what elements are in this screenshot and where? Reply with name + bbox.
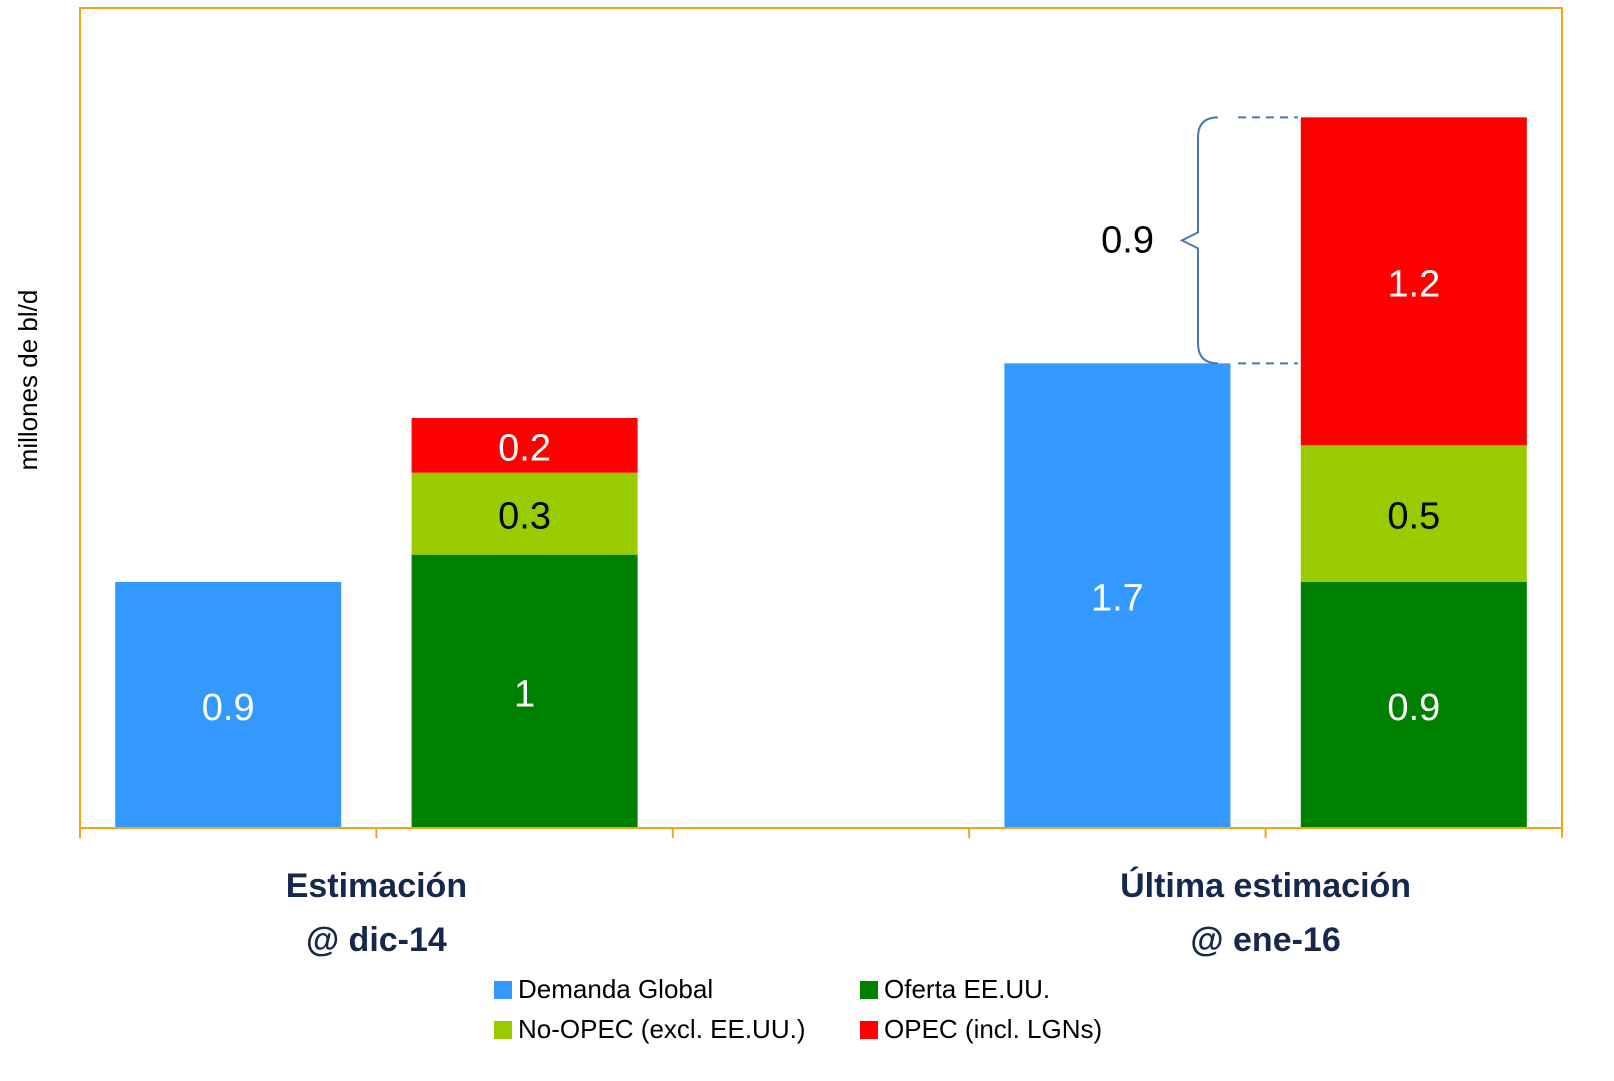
data-label: 0.3 [498,496,551,538]
data-label: 0.9 [202,687,255,729]
data-label: 1.7 [1091,578,1144,620]
bar-segment [1004,363,1231,828]
bar-segment [411,418,638,473]
data-label: 1 [514,673,535,715]
x-category-label: Estimación [286,867,467,905]
bar-segment [411,472,638,555]
y-axis-label: millones de bl/d [13,290,43,471]
data-label: 0.2 [498,427,551,469]
legend-label: OPEC (incl. LGNs) [884,1014,1102,1044]
annotation-label: 0.9 [1101,219,1154,261]
bar-segment [115,582,342,828]
legend-label: No-OPEC (excl. EE.UU.) [518,1014,806,1044]
bar-segment [1300,117,1527,446]
bar-segment [1300,445,1527,582]
x-category-label: @ dic-14 [306,921,447,959]
bar-segment [1300,582,1527,828]
legend-swatch [494,1021,512,1039]
x-category-label: @ ene-16 [1190,921,1340,959]
data-label: 0.9 [1387,687,1440,729]
legend-label: Demanda Global [518,974,713,1004]
bar-segment [411,554,638,828]
legend-label: Oferta EE.UU. [884,974,1050,1004]
legend-swatch [494,981,512,999]
data-label: 1.2 [1387,263,1440,305]
data-label: 0.5 [1387,496,1440,538]
legend-swatch [860,981,878,999]
x-category-label: Última estimación [1120,867,1411,905]
legend-swatch [860,1021,878,1039]
annotation-bracket [1179,116,1219,365]
